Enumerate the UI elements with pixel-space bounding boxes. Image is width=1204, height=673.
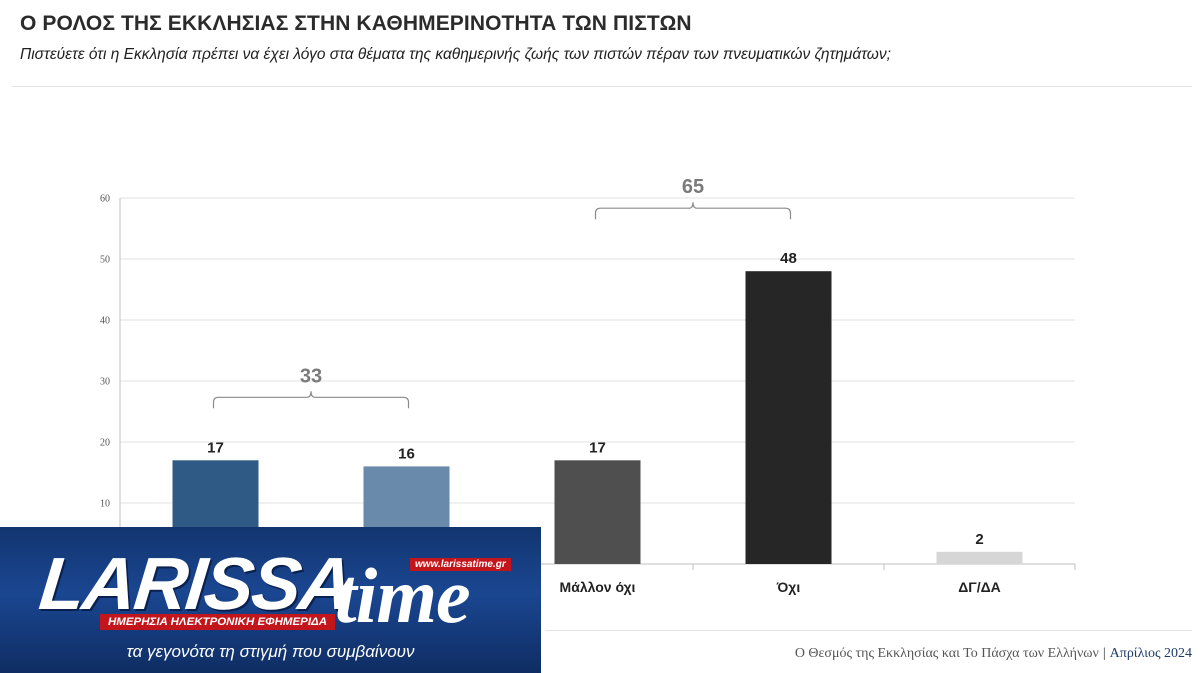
page-title: Ο ΡΟΛΟΣ ΤΗΣ ΕΚΚΛΗΣΙΑΣ ΣΤΗΝ ΚΑΘΗΜΕΡΙΝΟΤΗΤ…: [20, 12, 692, 35]
y-tick-label: 10: [100, 499, 110, 510]
bar: [554, 460, 641, 564]
bar: [745, 271, 832, 564]
bar: [936, 551, 1023, 564]
bar-value-label: 17: [207, 439, 224, 456]
bar-value-label: 17: [589, 439, 606, 456]
category-label: ΔΓ/ΔΑ: [958, 579, 1001, 595]
y-tick-label: 60: [100, 194, 110, 205]
category-label: Μάλλον όχι: [560, 579, 636, 595]
top-divider: [12, 86, 1192, 87]
footer-separator: |: [1102, 646, 1106, 661]
logo-tagline: ΗΜΕΡΗΣΙΑ ΗΛΕΚΤΡΟΝΙΚΗ ΕΦΗΜΕΡΙΔΑ: [100, 614, 336, 630]
question-subtitle: Πιστεύετε ότι η Εκκλησία πρέπει να έχει …: [20, 46, 891, 63]
category-label: Όχι: [776, 579, 801, 595]
larissatime-logo-banner: LARISSA time www.larissatime.gr ΗΜΕΡΗΣΙΑ…: [0, 527, 541, 673]
footer: Ο Θεσμός της Εκκλησίας και Το Πάσχα των …: [795, 646, 1192, 662]
bar-value-label: 2: [975, 531, 983, 548]
group-total-label: 33: [300, 365, 322, 387]
logo-slogan: τα γεγονότα τη στιγμή που συμβαίνουν: [126, 642, 415, 661]
bar-value-label: 48: [780, 250, 797, 267]
logo-url: www.larissatime.gr: [410, 558, 511, 571]
footer-source: Ο Θεσμός της Εκκλησίας και Το Πάσχα των …: [794, 646, 1099, 661]
y-tick-label: 30: [100, 377, 110, 388]
group-bracket: [212, 391, 410, 409]
y-tick-label: 40: [100, 316, 110, 327]
group-bracket: [594, 202, 792, 220]
y-tick-label: 20: [100, 438, 110, 449]
bar-value-label: 16: [398, 445, 415, 462]
bottom-divider: [545, 630, 1192, 631]
group-total-label: 65: [682, 176, 704, 198]
y-tick-label: 50: [100, 255, 110, 266]
footer-date: Απρίλιος 2024: [1109, 646, 1192, 661]
logo-wordmark: LARISSA: [35, 542, 356, 625]
